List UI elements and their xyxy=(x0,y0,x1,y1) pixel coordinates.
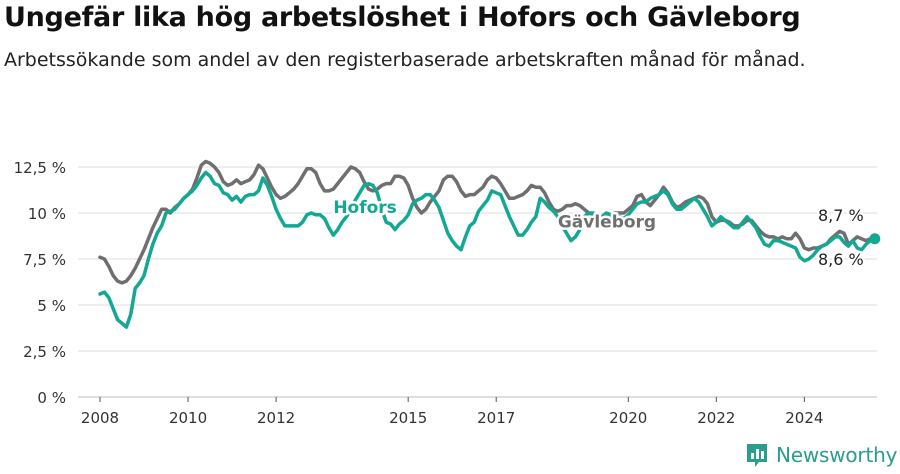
x-axis: 2008 2010 2012 2015 2017 2020 2022 2024 xyxy=(81,397,823,427)
x-tick-label: 2020 xyxy=(609,409,647,427)
series-lines xyxy=(98,159,881,329)
x-tick-label: 2024 xyxy=(785,409,823,427)
y-tick-label: 12,5 % xyxy=(14,159,66,177)
chart-subtitle: Arbetssökande som andel av den registerb… xyxy=(4,49,806,71)
y-tick-label: 7,5 % xyxy=(23,251,66,269)
end-point-dot xyxy=(869,233,881,245)
y-tick-label: 2,5 % xyxy=(23,343,66,361)
x-tick-label: 2012 xyxy=(257,409,295,427)
series-line-gvleborg xyxy=(98,159,877,285)
x-tick-label: 2022 xyxy=(697,409,735,427)
end-label-hofors: 8,6 % xyxy=(818,250,864,269)
brand-name: Newsworthy xyxy=(776,443,898,467)
series-labels: Hofors Gävleborg 8,7 % 8,6 % xyxy=(331,196,866,272)
y-tick-label: 0 % xyxy=(37,389,66,407)
series-label-gavleborg: Gävleborg xyxy=(558,213,656,233)
y-tick-label: 5 % xyxy=(37,297,66,315)
x-tick-label: 2017 xyxy=(477,409,515,427)
end-label-gavleborg: 8,7 % xyxy=(818,206,864,225)
x-tick-label: 2015 xyxy=(389,409,427,427)
newsworthy-logo-icon xyxy=(747,444,767,467)
series-label-hofors: Hofors xyxy=(333,198,396,218)
gridlines xyxy=(78,166,877,398)
x-tick-label: 2010 xyxy=(169,409,207,427)
x-tick-label: 2008 xyxy=(81,409,119,427)
chart-title: Ungefär lika hög arbetslöshet i Hofors o… xyxy=(4,2,801,33)
newsworthy-brand: Newsworthy xyxy=(745,442,897,468)
series-line-hofors xyxy=(98,170,877,329)
y-tick-label: 10 % xyxy=(28,205,66,223)
y-axis-ticks: 0 % 2,5 % 5 % 7,5 % 10 % 12,5 % xyxy=(14,159,66,407)
